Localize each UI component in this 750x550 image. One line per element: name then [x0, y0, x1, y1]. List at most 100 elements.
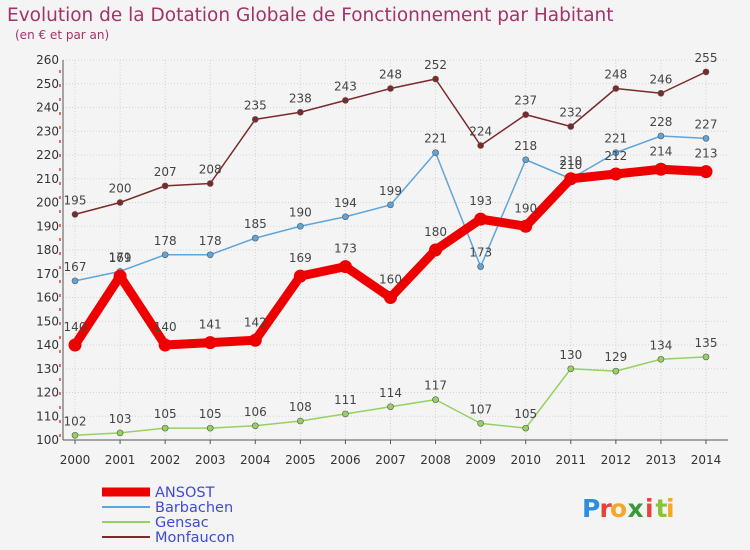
data-point [612, 367, 620, 375]
data-point [567, 123, 575, 130]
data-point [251, 116, 259, 123]
data-label: 238 [289, 91, 312, 105]
series-group [68, 68, 713, 439]
y-tick-label: 260 [36, 53, 59, 67]
data-label: 105 [199, 407, 222, 421]
x-tick-label: 2003 [195, 453, 226, 467]
data-point [113, 269, 127, 283]
x-tick-label: 2014 [691, 453, 722, 467]
data-point [699, 165, 713, 179]
brand-letter: i [645, 494, 654, 523]
y-tick-label: 110 [36, 409, 59, 423]
y-tick-label: 170 [36, 267, 59, 281]
legend-label-gensac: Gensac [155, 515, 209, 531]
y-tick-label: 230 [36, 124, 59, 138]
data-label: 208 [199, 163, 222, 177]
data-point [567, 365, 575, 373]
data-point [161, 182, 169, 190]
x-tick-label: 2010 [510, 453, 541, 467]
data-point [71, 431, 79, 439]
y-tick-label: 120 [36, 386, 59, 400]
data-point [68, 338, 82, 352]
x-tick-label: 2012 [601, 453, 632, 467]
data-label: 190 [514, 201, 537, 215]
data-label: 221 [424, 132, 447, 146]
data-point [338, 260, 352, 274]
data-point [657, 355, 665, 363]
data-label: 129 [604, 350, 627, 364]
data-label: 235 [244, 98, 267, 112]
data-label: 130 [559, 348, 582, 362]
data-label: 190 [289, 205, 312, 219]
data-point [474, 212, 488, 226]
data-point [116, 429, 124, 437]
data-label: 207 [154, 165, 177, 179]
y-tick-label: 220 [36, 148, 59, 162]
data-point [522, 424, 530, 432]
data-point [522, 111, 530, 118]
data-labels: 140 169 140 141 142 169 173 160 180 193 190 210 212 2… [64, 51, 718, 428]
brand-letter: P [582, 494, 600, 523]
y-tick-label: 190 [36, 219, 59, 233]
data-point [477, 142, 484, 149]
data-label: 140 [64, 320, 87, 334]
data-label: 243 [334, 79, 357, 93]
data-point [158, 338, 172, 352]
data-label: 255 [695, 51, 718, 65]
data-label: 214 [649, 144, 672, 158]
data-label: 185 [244, 217, 267, 231]
data-label: 252 [424, 58, 447, 72]
data-label: 248 [379, 68, 402, 82]
data-point [387, 85, 394, 92]
data-label: 195 [64, 193, 87, 207]
data-point [432, 75, 439, 83]
data-point [71, 211, 79, 218]
x-tick-label: 2008 [420, 453, 451, 467]
data-point [297, 108, 304, 116]
data-label: 105 [514, 407, 537, 421]
data-point [612, 85, 620, 92]
data-label: 160 [379, 273, 402, 287]
data-point [161, 424, 169, 432]
data-point [702, 353, 710, 361]
data-point [206, 180, 214, 187]
data-label: 180 [424, 225, 447, 239]
data-label: 114 [379, 386, 402, 400]
data-point [203, 336, 217, 350]
brand-letter: o [610, 494, 627, 523]
data-label: 134 [649, 338, 672, 352]
data-label: 213 [695, 147, 718, 161]
data-label: 248 [604, 68, 627, 82]
x-tick-label: 2004 [240, 453, 271, 467]
data-point [293, 269, 307, 283]
data-point [477, 420, 484, 427]
data-label: 218 [514, 139, 537, 153]
data-point [248, 333, 262, 347]
y-tick-label: 100 [36, 433, 59, 447]
data-label: 106 [244, 405, 267, 419]
y-tick-label: 140 [36, 338, 59, 352]
data-label: 199 [379, 184, 402, 198]
plot-area [63, 60, 728, 440]
data-point [522, 156, 530, 164]
axes: 100 110 120 130 140 150 160 170 180 190 200 210 220 2… [36, 53, 728, 467]
brand-letter: i [666, 494, 675, 523]
y-tick-label: 130 [36, 362, 59, 376]
data-point [251, 422, 259, 430]
y-tick-label: 250 [36, 77, 59, 91]
data-point [612, 149, 620, 156]
data-label: 167 [64, 260, 87, 274]
chart-subtitle: (en € et par an) [15, 28, 109, 42]
brand-letter: t [656, 494, 668, 523]
brand-letter: x [628, 494, 644, 523]
data-label: 173 [334, 242, 357, 256]
x-tick-label: 2005 [285, 453, 316, 467]
data-point [432, 149, 439, 156]
data-label: 108 [289, 400, 312, 414]
data-label: 107 [469, 402, 492, 416]
data-label: 140 [154, 320, 177, 334]
data-label: 169 [109, 251, 132, 265]
data-label: 246 [649, 72, 672, 86]
data-point [654, 162, 668, 176]
